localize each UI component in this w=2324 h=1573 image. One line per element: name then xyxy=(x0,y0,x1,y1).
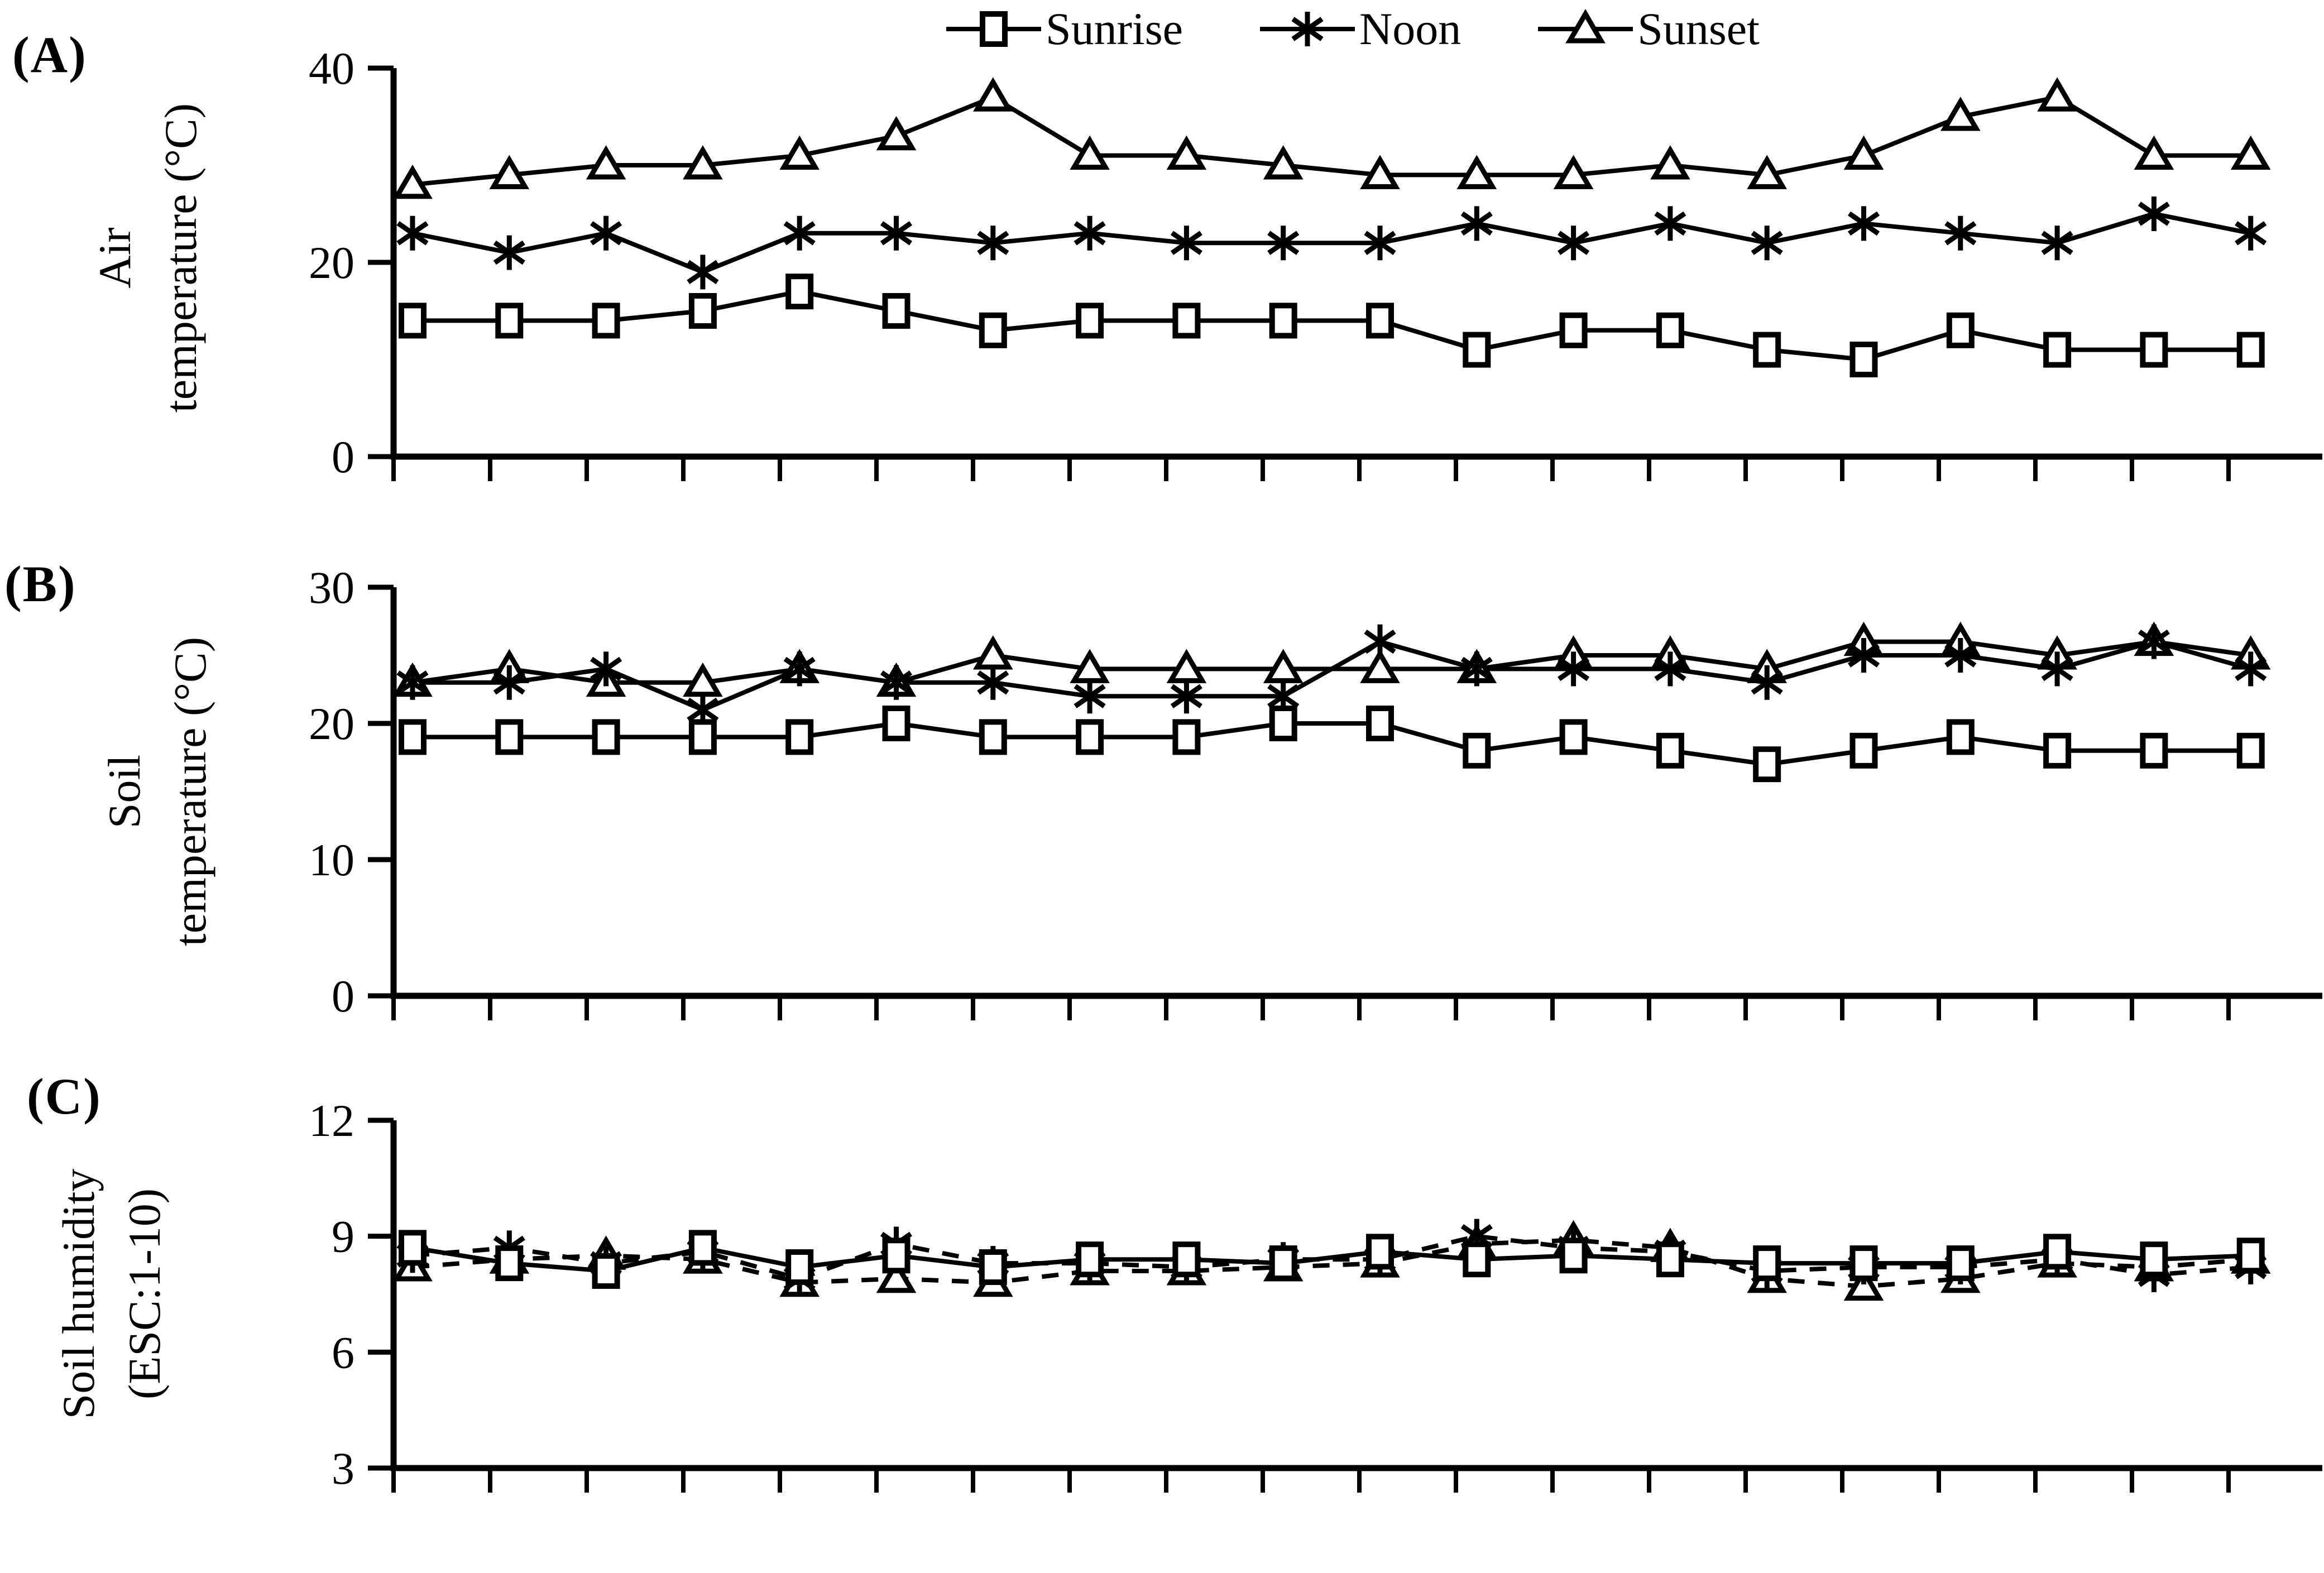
panel-tag-c: (C) xyxy=(27,1068,102,1125)
series-line-sunset xyxy=(412,1238,2251,1289)
series-line-sunset xyxy=(412,94,2251,187)
series-line-sunrise xyxy=(413,289,2251,362)
y-axis-label-air-temperature: Air temperature (°C) xyxy=(82,0,214,537)
series-line-noon xyxy=(412,211,2251,275)
series-markers-sunset xyxy=(392,77,2271,199)
panels-plot-area: 0 20 40 0 10 20 30 3 6 9 12 xyxy=(309,43,2322,1494)
series-markers-sunrise xyxy=(399,1230,2265,1289)
y-axis-label-line: (ESC:1-10) xyxy=(119,1188,170,1400)
panel-tag-b: (B) xyxy=(4,555,76,612)
series-line-sunrise xyxy=(413,721,2251,767)
y-axis-label-line: Soil xyxy=(99,754,150,829)
y-axis-label-line: temperature (°C) xyxy=(155,103,206,413)
legend-label-noon: Noon xyxy=(1359,3,1462,54)
triangle-marker-icon xyxy=(1538,9,1633,44)
y-axis-label-line: Air xyxy=(89,227,140,289)
y-tick-label: 10 xyxy=(309,835,354,885)
legend-label-sunrise: Sunrise xyxy=(1046,3,1183,54)
y-tick-label: 0 xyxy=(332,431,354,482)
y-axis-label-line: Soil humidity xyxy=(53,1168,104,1419)
legend-label-sunset: Sunset xyxy=(1637,3,1760,54)
legend: Sunrise Noon Sunset xyxy=(946,2,1760,56)
square-marker-icon xyxy=(946,11,1041,47)
panel-b-plot: 0 10 20 30 xyxy=(309,562,2322,1022)
y-tick-label: 9 xyxy=(332,1211,354,1262)
series-line-noon xyxy=(412,1234,2251,1282)
asterisk-marker-icon xyxy=(1260,12,1355,46)
legend-item-noon: Noon xyxy=(1260,2,1461,56)
y-axis-label-soil-humidity: Soil humidity (ESC:1-10) xyxy=(46,1015,178,1573)
y-tick-label: 40 xyxy=(309,43,354,94)
series-line-sunrise xyxy=(412,1245,2251,1274)
panel-a-plot: 0 20 40 xyxy=(309,43,2322,482)
y-axis-label-soil-temperature: Soil temperature (°C) xyxy=(92,512,223,1071)
panel-tag-a: (A) xyxy=(12,26,87,83)
legend-item-sunrise: Sunrise xyxy=(946,2,1183,56)
figure-canvas: 0 20 40 0 10 20 30 3 6 9 12 Sunrise Noon Sunset (A… xyxy=(4,0,2322,1494)
series-markers-noon xyxy=(396,196,2267,290)
y-tick-label: 12 xyxy=(309,1095,354,1146)
y-tick-label: 3 xyxy=(332,1443,354,1494)
y-tick-label: 0 xyxy=(332,971,354,1022)
panel-c-plot: 3 6 9 12 xyxy=(309,1095,2322,1494)
y-tick-label: 20 xyxy=(309,237,354,288)
y-tick-label: 6 xyxy=(332,1327,354,1378)
legend-item-sunset: Sunset xyxy=(1538,2,1760,56)
series-markers-sunrise xyxy=(399,274,2265,377)
y-tick-label: 20 xyxy=(309,698,354,749)
y-tick-label: 30 xyxy=(309,562,354,613)
series-markers-noon xyxy=(396,624,2267,727)
series-markers-sunrise xyxy=(399,706,2265,783)
y-axis-label-line: temperature (°C) xyxy=(165,636,215,947)
